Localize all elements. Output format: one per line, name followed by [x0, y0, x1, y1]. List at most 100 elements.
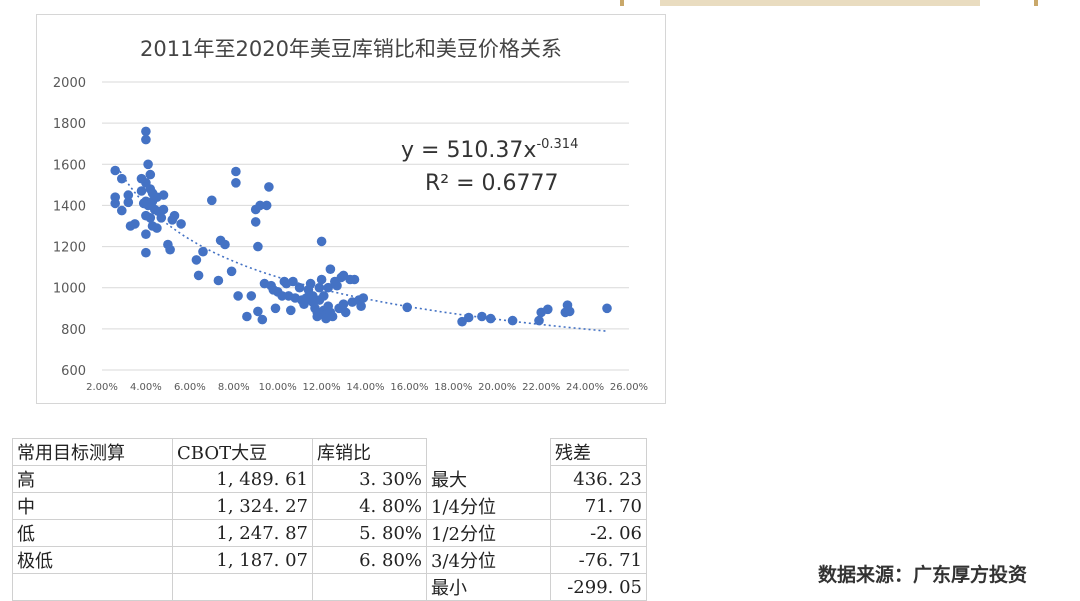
scatter-point	[145, 169, 156, 180]
scatter-point	[176, 219, 186, 229]
x-tick-label: 8.00%	[218, 382, 250, 393]
table-cell: 1/4分位	[426, 492, 551, 520]
scatter-point	[253, 306, 263, 317]
scatter-point	[136, 186, 147, 196]
y-tick-label: 800	[61, 323, 86, 338]
scatter-point	[158, 204, 169, 215]
y-tick-label: 1400	[53, 199, 86, 214]
target-calc-table: 常用目标测算 CBOT大豆 库销比 残差 高 1, 489. 61 3. 30%…	[12, 438, 647, 601]
chart-frame: 2011年至2020年美豆库销比和美豆价格关系 600 800 1000 1200 14…	[36, 14, 666, 404]
scatter-point	[156, 213, 167, 223]
scatter-point	[152, 223, 162, 233]
table-header-cell: CBOT大豆	[172, 438, 313, 466]
scatter-point	[261, 200, 272, 211]
table-row: 极低 1, 187. 07 6. 80% 3/4分位 -76. 71	[12, 546, 647, 574]
scatter-point	[110, 165, 120, 176]
scatter-point	[534, 315, 544, 326]
table-cell: 1, 489. 61	[172, 465, 313, 493]
scatter-point	[338, 299, 349, 310]
scatter-point	[250, 217, 261, 227]
scatter-point	[207, 195, 217, 206]
x-tick-label: 26.00%	[610, 382, 648, 393]
scatter-point	[485, 313, 496, 324]
scatter-point	[319, 291, 329, 301]
table-cell: 中	[12, 492, 173, 520]
scatter-point	[358, 293, 369, 303]
scatter-point	[143, 159, 153, 170]
table-header-row: 常用目标测算 CBOT大豆 库销比 残差	[12, 438, 647, 466]
table-header-cell	[426, 438, 551, 466]
scatter-point	[316, 236, 327, 247]
table-cell: 低	[12, 519, 173, 547]
y-tick-label: 1600	[53, 158, 86, 173]
scatter-point	[141, 247, 151, 258]
scatter-point	[231, 166, 241, 177]
x-tick-label: 2.00%	[86, 382, 118, 393]
x-tick-label: 14.00%	[346, 382, 384, 393]
table-row: 最小 -299. 05	[12, 573, 647, 601]
scatter-point	[191, 255, 202, 265]
table-cell: 高	[12, 465, 173, 493]
scatter-point	[543, 304, 553, 315]
table-cell: 4. 80%	[312, 492, 427, 520]
scatter-point	[123, 197, 134, 208]
scatter-point	[233, 291, 243, 301]
table-header-cell: 库销比	[312, 438, 427, 466]
x-tick-label: 12.00%	[303, 382, 341, 393]
table-cell: -76. 71	[550, 546, 647, 574]
scatter-point	[169, 210, 180, 221]
scatter-point	[198, 246, 208, 257]
table-header-cell: 残差	[550, 438, 647, 466]
table-cell: 71. 70	[550, 492, 647, 520]
scatter-point	[288, 276, 298, 287]
scatter-point	[158, 190, 169, 200]
scatter-point	[165, 244, 175, 255]
scatter-point	[314, 282, 325, 293]
table-cell: -2. 06	[550, 519, 647, 547]
scatter-point	[130, 219, 140, 229]
scatter-point	[602, 303, 612, 314]
table-cell	[12, 573, 173, 601]
table-cell	[312, 573, 427, 601]
table-cell: 3/4分位	[426, 546, 551, 574]
scatter-point	[123, 190, 134, 200]
table-cell: 3. 30%	[312, 465, 427, 493]
table-row: 中 1, 324. 27 4. 80% 1/4分位 71. 70	[12, 492, 647, 520]
table-cell: 1, 324. 27	[172, 492, 313, 520]
scatter-point	[110, 198, 120, 209]
scatter-point	[141, 134, 151, 145]
scatter-point	[312, 311, 323, 322]
scatter-point	[226, 266, 237, 277]
scatter-point	[255, 200, 265, 211]
table-cell: 436. 23	[550, 465, 647, 493]
scatter-point	[231, 178, 241, 188]
scatter-point	[141, 126, 151, 137]
scatter-point	[264, 182, 274, 192]
scatter-point	[220, 239, 230, 250]
scatter-point	[316, 274, 327, 285]
scatter-point	[270, 303, 281, 314]
scatter-point	[257, 314, 268, 325]
table-row: 高 1, 489. 61 3. 30% 最大 436. 23	[12, 465, 647, 493]
x-tick-label: 24.00%	[566, 382, 604, 393]
table-cell: 极低	[12, 546, 173, 574]
y-tick-label: 2000	[53, 76, 86, 91]
table-cell: 6. 80%	[312, 546, 427, 574]
trend-equation: y = 510.37x-0.314	[401, 137, 578, 163]
scatter-point	[193, 270, 204, 281]
scatter-point	[349, 274, 360, 285]
scatter-point	[327, 311, 338, 322]
scatter-point	[246, 291, 257, 301]
table-cell: 1, 187. 07	[172, 546, 313, 574]
scatter-point	[117, 205, 127, 216]
scatter-point	[340, 307, 351, 318]
table-cell: 1, 247. 87	[172, 519, 313, 547]
scatter-point	[356, 301, 366, 312]
scatter-point	[507, 315, 518, 326]
x-tick-label: 6.00%	[174, 382, 206, 393]
scatter-point	[325, 264, 336, 274]
table-cell: 5. 80%	[312, 519, 427, 547]
scatter-point	[463, 312, 474, 323]
scatter-point	[242, 311, 252, 322]
x-tick-label: 22.00%	[522, 382, 560, 393]
